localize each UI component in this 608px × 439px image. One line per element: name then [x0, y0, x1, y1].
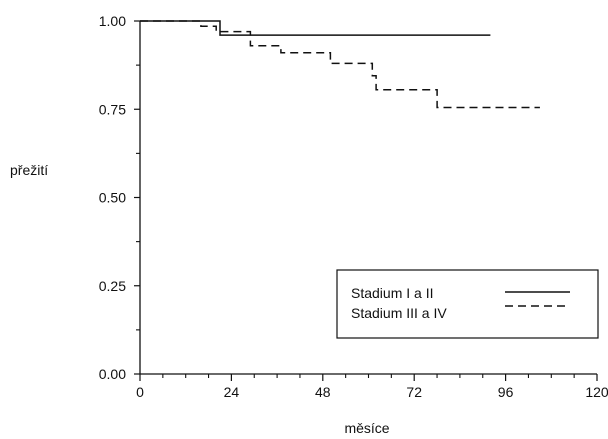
y-tick-label: 1.00: [99, 13, 126, 29]
y-axis-title: přežití: [10, 162, 48, 178]
series-line-2: [140, 20, 540, 109]
legend-box: [336, 269, 599, 339]
y-tick-label: 0.50: [99, 190, 126, 206]
legend-label-series-1: Stadium I a II: [351, 285, 433, 301]
x-tick-label: 96: [498, 384, 514, 400]
series-lines: [140, 20, 540, 109]
legend-label-series-2: Stadium III a IV: [351, 305, 447, 321]
x-tick-label: 72: [406, 384, 422, 400]
y-tick-label: 0.25: [99, 278, 126, 294]
x-tick-label: 0: [136, 384, 144, 400]
legend: Stadium I a II Stadium III a IV: [336, 269, 599, 339]
x-tick-label: 48: [315, 384, 331, 400]
y-tick-label: 0.00: [99, 366, 126, 382]
x-tick-label: 24: [224, 384, 240, 400]
y-tick-label: 0.75: [99, 101, 126, 117]
x-axis-title: měsíce: [344, 420, 389, 434]
axis-ticks: 0.00 0.25 0.50 0.75 1.00 0 24 48 72 96 120: [99, 13, 608, 400]
series-line-1: [140, 20, 491, 36]
x-tick-label: 120: [585, 384, 608, 400]
